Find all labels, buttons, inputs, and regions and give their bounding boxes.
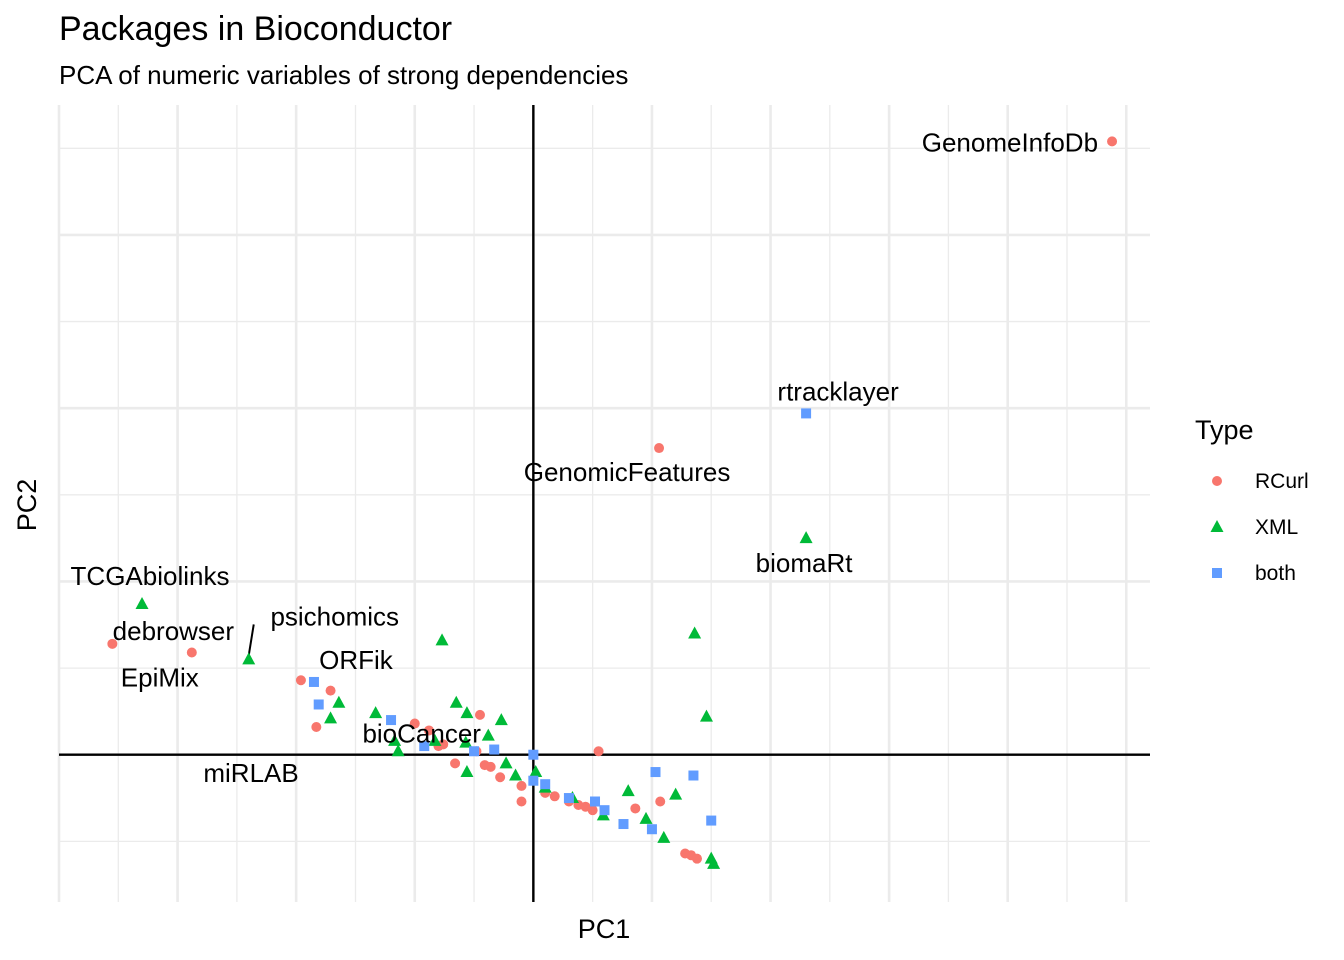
chart-subtitle: PCA of numeric variables of strong depen…	[59, 60, 629, 90]
data-point-rcurl	[495, 772, 506, 783]
data-point-xml	[621, 784, 635, 797]
data-point-xml	[324, 711, 338, 724]
point-label: psichomics	[270, 601, 399, 631]
legend: Type RCurl XML both	[1195, 415, 1309, 585]
chart-title: Packages in Bioconductor	[59, 10, 453, 48]
legend-key-xml	[1210, 520, 1224, 532]
data-point-xml	[481, 728, 495, 741]
data-point-xml	[669, 787, 683, 800]
point-label: ORFik	[319, 645, 394, 675]
legend-label: XML	[1255, 516, 1298, 539]
data-point-rcurl	[295, 675, 306, 686]
data-point-rcurl	[630, 803, 641, 814]
data-point-xml	[460, 706, 474, 719]
data-point-both	[419, 741, 430, 752]
point-label: TCGAbiolinks	[71, 561, 230, 591]
data-point-xml	[460, 765, 474, 778]
data-point-both	[563, 793, 574, 804]
data-point-rcurl	[1107, 136, 1118, 147]
data-point-xml	[657, 830, 671, 843]
point-label: EpiMix	[121, 663, 199, 693]
data-point-rcurl	[549, 791, 560, 802]
data-point-xml	[435, 633, 449, 646]
legend-key-both	[1212, 568, 1222, 578]
data-point-both	[528, 775, 539, 786]
point-label: rtracklayer	[777, 376, 899, 406]
data-point-xml	[459, 735, 473, 748]
data-point-xml	[332, 695, 346, 708]
reference-lines	[59, 105, 1150, 902]
data-point-rcurl	[655, 796, 666, 807]
data-point-xml	[509, 768, 523, 781]
data-point-xml	[388, 733, 402, 746]
data-point-both	[540, 779, 551, 790]
data-point-both	[528, 749, 539, 760]
data-point-xml	[799, 531, 813, 544]
point-label: biomaRt	[756, 548, 854, 578]
data-point-xml	[428, 733, 442, 746]
grid-lines	[57, 105, 1150, 902]
data-point-both	[308, 676, 319, 687]
data-point-rcurl	[107, 638, 118, 649]
data-point-xml	[699, 709, 713, 722]
data-point-both	[469, 746, 480, 757]
data-point-rcurl	[186, 647, 197, 658]
data-point-rcurl	[593, 746, 604, 757]
y-axis-title: PC2	[12, 479, 42, 532]
data-point-both	[599, 805, 610, 816]
data-point-both	[618, 819, 629, 830]
point-labels: GenomeInfoDb GenomicFeatures debrowser EpiM…	[71, 127, 1099, 788]
data-point-rcurl	[654, 443, 665, 454]
x-axis-title: PC1	[578, 914, 631, 944]
data-point-rcurl	[485, 761, 496, 772]
data-point-rcurl	[423, 725, 434, 736]
legend-title: Type	[1195, 415, 1254, 445]
data-point-xml	[242, 652, 256, 665]
legend-key-rcurl	[1212, 476, 1222, 486]
data-point-xml	[391, 744, 405, 757]
data-point-both	[646, 824, 657, 835]
data-point-both	[489, 744, 500, 755]
label-connectors	[247, 624, 255, 656]
point-label: miRLAB	[203, 758, 298, 788]
label-connector	[247, 624, 255, 656]
data-point-both	[313, 699, 324, 710]
data-point-xml	[639, 811, 653, 824]
legend-label: RCurl	[1255, 470, 1309, 493]
data-point-both	[590, 796, 601, 807]
point-label: bioCancer	[362, 718, 481, 748]
data-point-rcurl	[516, 796, 527, 807]
point-label: GenomicFeatures	[524, 457, 731, 487]
data-point-both	[688, 770, 699, 781]
data-point-rcurl	[311, 722, 322, 733]
data-point-rcurl	[516, 780, 527, 791]
data-point-both	[706, 815, 717, 826]
data-point-xml	[704, 851, 718, 864]
legend-label: both	[1255, 562, 1296, 585]
data-point-rcurl	[691, 853, 702, 864]
data-point-xml	[688, 626, 702, 639]
data-point-both	[801, 408, 812, 419]
data-point-rcurl	[474, 709, 485, 720]
data-point-both	[386, 715, 397, 726]
point-label: debrowser	[113, 616, 235, 646]
data-point-rcurl	[325, 685, 336, 696]
data-point-xml	[449, 695, 463, 708]
data-point-rcurl	[450, 758, 461, 769]
data-point-xml	[494, 713, 508, 726]
data-point-rcurl	[409, 718, 420, 729]
point-label: GenomeInfoDb	[922, 127, 1098, 157]
data-point-rcurl	[587, 805, 598, 816]
data-point-xml	[499, 756, 513, 769]
data-point-xml	[529, 765, 543, 778]
data-point-xml	[369, 706, 383, 719]
data-points	[107, 136, 1118, 869]
data-point-xml	[135, 596, 149, 609]
data-point-both	[650, 767, 661, 778]
